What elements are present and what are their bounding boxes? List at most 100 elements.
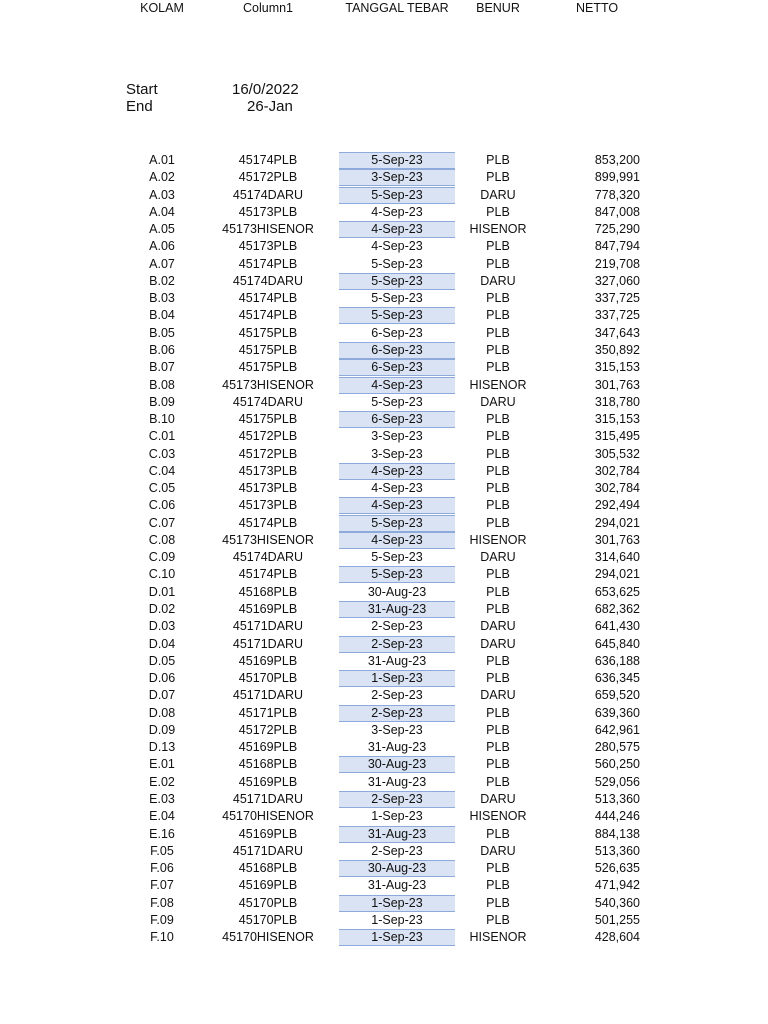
cell-column1[interactable]: 45171DARU [232, 688, 304, 703]
cell-column1[interactable]: 45174PLB [238, 567, 298, 582]
cell-benur[interactable]: PLB [486, 861, 510, 876]
cell-tanggal[interactable]: 31-Aug-23 [367, 740, 427, 755]
cell-netto[interactable]: 294,021 [594, 515, 640, 530]
cell-netto[interactable]: 636,345 [594, 671, 640, 686]
cell-kolam[interactable]: A.06 [149, 239, 175, 254]
cell-netto[interactable]: 642,961 [594, 722, 640, 737]
cell-netto[interactable]: 853,200 [594, 153, 640, 167]
cell-kolam[interactable]: C.03 [148, 446, 176, 461]
cell-tanggal[interactable]: 31-Aug-23 [367, 878, 427, 893]
cell-netto[interactable]: 529,056 [594, 774, 640, 789]
cell-tanggal[interactable]: 5-Sep-23 [371, 291, 423, 306]
cell-column1[interactable]: 45173PLB [238, 239, 298, 254]
cell-netto[interactable]: 350,892 [594, 342, 640, 357]
cell-benur[interactable]: PLB [486, 757, 510, 772]
cell-netto[interactable]: 318,780 [594, 394, 640, 409]
cell-netto[interactable]: 884,138 [594, 826, 640, 841]
cell-column1[interactable]: 45175PLB [238, 342, 298, 357]
cell-column1[interactable]: 45174DARU [232, 394, 304, 409]
cell-netto[interactable]: 292,494 [594, 498, 640, 513]
cell-tanggal[interactable]: 1-Sep-23 [339, 894, 455, 912]
cell-column1[interactable]: 45171DARU [232, 843, 304, 858]
cell-benur[interactable]: PLB [486, 360, 510, 375]
cell-benur[interactable]: PLB [486, 705, 510, 720]
cell-tanggal[interactable]: 2-Sep-23 [371, 688, 423, 703]
cell-kolam[interactable]: B.07 [149, 360, 175, 375]
cell-netto[interactable]: 725,290 [594, 222, 640, 237]
cell-column1[interactable]: 45174PLB [238, 153, 298, 167]
cell-benur[interactable]: PLB [486, 429, 510, 444]
cell-column1[interactable]: 45172PLB [238, 446, 298, 461]
cell-kolam[interactable]: D.07 [148, 688, 176, 703]
cell-kolam[interactable]: F.09 [150, 912, 174, 927]
cell-column1[interactable]: 45172PLB [238, 170, 298, 185]
cell-benur[interactable]: PLB [486, 342, 510, 357]
cell-tanggal[interactable]: 2-Sep-23 [339, 790, 455, 808]
cell-benur[interactable]: DARU [480, 550, 516, 565]
cell-tanggal[interactable]: 3-Sep-23 [339, 169, 455, 187]
cell-netto[interactable]: 347,643 [594, 325, 640, 340]
cell-benur[interactable]: DARU [480, 187, 516, 202]
cell-column1[interactable]: 45170PLB [238, 895, 298, 910]
cell-netto[interactable]: 305,532 [594, 446, 640, 461]
cell-column1[interactable]: 45173PLB [238, 498, 298, 513]
cell-netto[interactable]: 314,640 [594, 550, 640, 565]
cell-benur[interactable]: HISENOR [469, 377, 527, 392]
cell-kolam[interactable]: C.01 [148, 429, 176, 444]
cell-tanggal[interactable]: 6-Sep-23 [339, 411, 455, 429]
cell-benur[interactable]: PLB [486, 895, 510, 910]
cell-kolam[interactable]: E.16 [149, 826, 175, 841]
cell-netto[interactable]: 847,008 [594, 204, 640, 219]
cell-tanggal[interactable]: 31-Aug-23 [367, 774, 427, 789]
cell-tanggal[interactable]: 5-Sep-23 [371, 394, 423, 409]
cell-benur[interactable]: HISENOR [469, 930, 527, 945]
cell-tanggal[interactable]: 1-Sep-23 [339, 670, 455, 688]
cell-column1[interactable]: 45174PLB [238, 291, 298, 306]
cell-netto[interactable]: 294,021 [594, 567, 640, 582]
cell-netto[interactable]: 315,495 [594, 429, 640, 444]
cell-tanggal[interactable]: 6-Sep-23 [339, 341, 455, 359]
cell-kolam[interactable]: D.03 [148, 619, 176, 634]
cell-benur[interactable]: PLB [486, 308, 510, 323]
cell-tanggal[interactable]: 5-Sep-23 [339, 514, 455, 532]
cell-benur[interactable]: PLB [486, 170, 510, 185]
cell-netto[interactable]: 639,360 [594, 705, 640, 720]
cell-kolam[interactable]: D.13 [148, 740, 176, 755]
cell-benur[interactable]: PLB [486, 515, 510, 530]
cell-kolam[interactable]: A.01 [149, 153, 175, 167]
cell-column1[interactable]: 45175PLB [238, 325, 298, 340]
cell-column1[interactable]: 45174PLB [238, 256, 298, 271]
cell-netto[interactable]: 513,360 [594, 791, 640, 806]
cell-netto[interactable]: 444,246 [594, 809, 640, 824]
cell-kolam[interactable]: F.05 [150, 843, 174, 858]
cell-benur[interactable]: PLB [486, 878, 510, 893]
cell-benur[interactable]: PLB [486, 912, 510, 927]
cell-benur[interactable]: DARU [480, 636, 516, 651]
cell-benur[interactable]: PLB [486, 584, 510, 599]
cell-benur[interactable]: PLB [486, 774, 510, 789]
cell-tanggal[interactable]: 5-Sep-23 [339, 186, 455, 204]
cell-tanggal[interactable]: 5-Sep-23 [339, 152, 455, 169]
cell-kolam[interactable]: C.10 [148, 567, 176, 582]
cell-netto[interactable]: 778,320 [594, 187, 640, 202]
cell-column1[interactable]: 45172PLB [238, 429, 298, 444]
cell-column1[interactable]: 45169PLB [238, 602, 298, 617]
cell-netto[interactable]: 847,794 [594, 239, 640, 254]
cell-netto[interactable]: 659,520 [594, 688, 640, 703]
cell-netto[interactable]: 645,840 [594, 636, 640, 651]
cell-column1[interactable]: 45173HISENOR [222, 377, 314, 392]
cell-tanggal[interactable]: 1-Sep-23 [339, 929, 455, 947]
cell-kolam[interactable]: E.02 [149, 774, 175, 789]
cell-kolam[interactable]: D.01 [148, 584, 176, 599]
cell-column1[interactable]: 45174DARU [232, 550, 304, 565]
cell-netto[interactable]: 682,362 [594, 602, 640, 617]
cell-benur[interactable]: DARU [480, 394, 516, 409]
cell-column1[interactable]: 45173PLB [238, 204, 298, 219]
cell-netto[interactable]: 899,991 [594, 170, 640, 185]
cell-column1[interactable]: 45174DARU [232, 273, 304, 288]
cell-benur[interactable]: DARU [480, 619, 516, 634]
cell-netto[interactable]: 641,430 [594, 619, 640, 634]
cell-benur[interactable]: PLB [486, 481, 510, 496]
cell-kolam[interactable]: D.09 [148, 722, 176, 737]
cell-kolam[interactable]: B.09 [149, 394, 175, 409]
